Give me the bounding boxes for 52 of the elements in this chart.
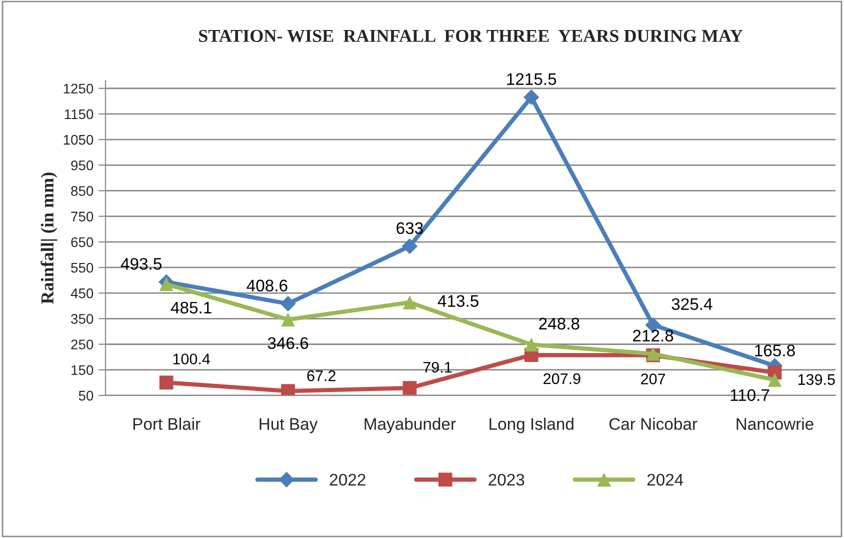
data-label: 408.6 (246, 280, 288, 292)
data-label: 67.2 (307, 370, 336, 382)
point (768, 372, 782, 387)
data-label: 79.1 (423, 362, 452, 373)
y-tick-label: 1150 (64, 109, 94, 120)
y-tick-label: 550 (71, 262, 94, 273)
y-tick-label: 350 (71, 314, 94, 324)
point (402, 295, 417, 310)
y-tick-label: 750 (71, 212, 94, 222)
y-tick-label: 850 (71, 186, 94, 196)
point (281, 312, 295, 326)
point (280, 296, 296, 312)
data-label: 346.6 (268, 337, 308, 350)
y-tick-label: 250 (71, 340, 94, 350)
x-tick-label: Port Blair (133, 418, 200, 430)
y-tick-label: 1050 (64, 134, 94, 145)
data-label: 248.8 (539, 318, 580, 330)
chart-title: STATION- WISE RAINFALL FOR THREE YEARS DURING MAY (199, 30, 743, 42)
y-tick-label: 50 (78, 390, 94, 401)
y-tick-label: 950 (71, 160, 94, 170)
data-label: 100.4 (173, 354, 210, 364)
data-label: 207 (641, 374, 666, 384)
point (159, 376, 174, 390)
y-axis-title: Rainfall| (in mm) (40, 172, 58, 304)
data-label: 493.5 (120, 258, 162, 270)
data-label: 1215.5 (507, 73, 556, 86)
y-tick-label: 650 (71, 237, 94, 248)
y-tick-label: 1250 (64, 84, 94, 94)
legend-label: 2024 (647, 474, 684, 486)
x-tick-label: Long Island (490, 418, 574, 434)
y-tick-label: 450 (70, 288, 94, 298)
data-label: 207.9 (544, 373, 580, 384)
point (159, 277, 174, 292)
data-label: 212.8 (633, 330, 674, 342)
data-label: 165.8 (755, 344, 795, 356)
legend-label: 2022 (330, 474, 366, 486)
point (524, 338, 538, 352)
y-tick-label: 150 (72, 365, 94, 376)
data-label: 633 (396, 222, 423, 234)
data-label: 110.7 (730, 389, 770, 402)
point (402, 238, 418, 254)
point (402, 381, 417, 395)
legend-label: 2023 (488, 474, 524, 486)
x-tick-label: Nancowrie (736, 418, 814, 430)
x-tick-label: Mayabunder (364, 418, 456, 434)
point (524, 89, 540, 106)
data-label: 485.1 (170, 302, 212, 314)
data-label: 139.5 (798, 374, 835, 385)
x-tick-label: Car Nicobar (609, 418, 698, 430)
data-label: 325.4 (672, 298, 712, 310)
data-label: 413.5 (438, 295, 478, 307)
x-tick-label: Hut Bay (260, 418, 318, 434)
